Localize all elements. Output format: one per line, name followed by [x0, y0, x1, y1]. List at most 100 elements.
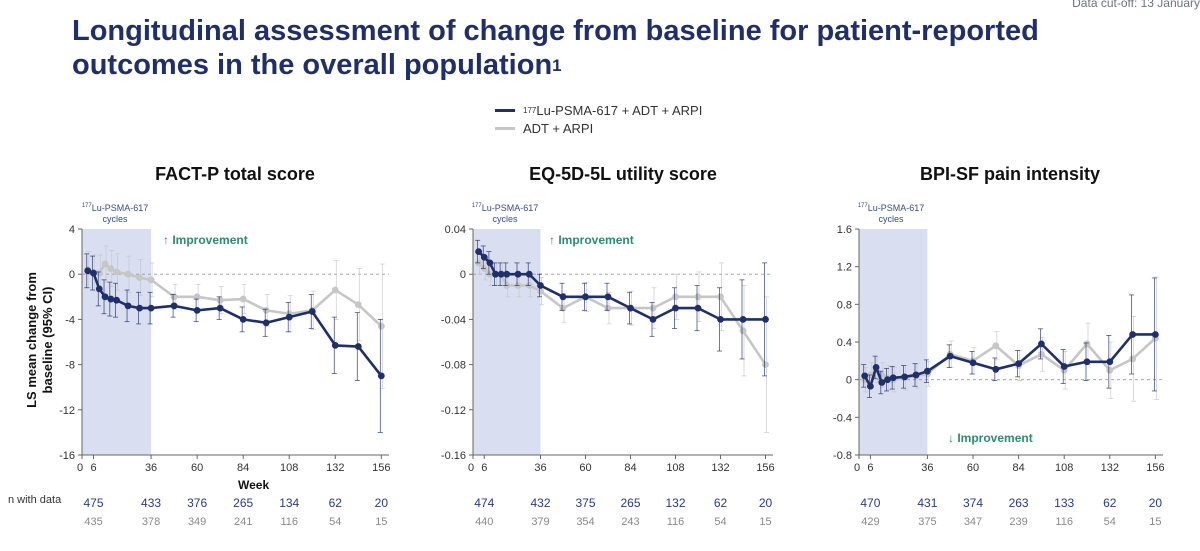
cycles-label-1: 177Lu-PSMA-617 cycles [460, 201, 550, 225]
data-point-0-1-6 [124, 270, 132, 278]
x-tick-label-1-0: 0 [468, 462, 474, 474]
x-tick-label-1-6: 132 [711, 462, 729, 474]
data-point-2-0-7 [912, 371, 920, 379]
data-point-1-0-0 [475, 248, 483, 256]
data-point-0-0-16 [331, 341, 339, 349]
x-tick-label-1-1: 6 [481, 462, 487, 474]
data-point-1-0-9 [559, 293, 567, 301]
x-tick-label-0-0: 0 [77, 462, 83, 474]
y-tick-label-2-0: 1.6 [837, 224, 852, 236]
data-point-1-1-17 [739, 327, 747, 335]
x-tick-label-2-3: 60 [967, 462, 979, 474]
x-tick-label-1-2: 36 [534, 462, 546, 474]
n-series1-1-3: 265 [620, 496, 640, 510]
n-series1-0-3: 265 [233, 496, 253, 510]
n-series1-2-2: 374 [963, 496, 983, 510]
cycles-label-line1-1: 177Lu-PSMA-617 [460, 201, 550, 214]
n-series1-2-1: 431 [917, 496, 937, 510]
cycles-label-line2-2: cycles [878, 214, 904, 224]
n-series2-0-0: 435 [84, 516, 102, 528]
data-point-2-0-2 [872, 364, 880, 371]
improvement-text-2: Improvement [957, 431, 1033, 445]
y-tick-label-0-2: -4 [65, 314, 75, 326]
n-series1-1-2: 375 [575, 496, 595, 510]
legend-series2-label: ADT + ARPI [523, 120, 594, 136]
x-tick-label-0-1: 6 [90, 462, 96, 474]
data-point-1-0-1 [480, 253, 488, 261]
panel-title-text-0: FACT-P total score [155, 164, 315, 184]
data-point-2-0-15 [1083, 358, 1091, 366]
n-series1-2-0: 470 [860, 496, 880, 510]
legend-swatch-series1 [495, 108, 515, 112]
x-tick-label-2-6: 132 [1101, 462, 1119, 474]
improvement-label-0: ↑ Improvement [163, 233, 248, 247]
data-point-0-0-14 [285, 313, 293, 321]
y-tick-label-1-4: -0.12 [441, 405, 466, 417]
data-point-0-0-11 [216, 304, 224, 312]
x-tick-label-1-7: 156 [756, 462, 774, 474]
n-series2-0-3: 241 [234, 516, 252, 528]
y-tick-label-1-1: 0 [460, 269, 466, 281]
cycles-shade-0 [82, 229, 152, 455]
data-point-2-0-5 [889, 374, 897, 382]
y-tick-label-2-4: 0 [846, 375, 852, 387]
cycles-label-line1-0: 177Lu-PSMA-617 [70, 201, 160, 214]
n-series1-2-5: 62 [1103, 496, 1117, 510]
data-point-1-1-11 [604, 304, 612, 312]
data-point-2-0-4 [884, 376, 891, 384]
title-reference: 1 [552, 56, 562, 75]
data-point-1-0-8 [537, 282, 544, 289]
x-tick-label-0-3: 60 [191, 462, 203, 474]
data-point-1-0-15 [694, 304, 702, 312]
y-tick-label-2-2: 0.8 [837, 299, 852, 311]
x-tick-label-2-2: 36 [921, 462, 933, 474]
cycles-label-0: 177Lu-PSMA-617 cycles [70, 201, 160, 225]
data-point-1-0-14 [672, 304, 679, 312]
n-series1-0-0: 475 [83, 496, 103, 510]
cycles-shade-2 [859, 229, 928, 455]
data-point-0-0-6 [124, 302, 132, 310]
data-point-0-0-2 [95, 285, 103, 293]
data-point-2-0-14 [1060, 363, 1068, 370]
n-series2-2-5: 54 [1104, 516, 1116, 528]
n-series2-0-1: 378 [142, 516, 160, 528]
panel-title-0: FACT-P total score [85, 164, 385, 185]
n-series2-2-6: 15 [1149, 516, 1161, 528]
data-point-2-0-1 [867, 382, 874, 390]
cycles-sup-0: 177 [81, 203, 92, 209]
n-series2-1-3: 243 [621, 516, 639, 528]
improvement-arrow-icon-0: ↑ [163, 233, 173, 247]
n-series1-1-6: 20 [759, 496, 773, 510]
n-series2-1-6: 15 [759, 516, 771, 528]
x-tick-label-0-4: 84 [237, 462, 249, 474]
data-point-1-0-10 [582, 293, 589, 301]
x-tick-label-2-5: 108 [1055, 462, 1073, 474]
data-point-0-1-18 [377, 322, 385, 330]
n-series1-1-1: 432 [530, 496, 550, 510]
y-tick-label-0-3: -8 [65, 360, 75, 372]
y-tick-label-2-1: 1.2 [837, 262, 852, 274]
legend-swatch-series2 [495, 126, 515, 130]
data-point-1-0-16 [717, 316, 724, 323]
data-point-0-1-2 [95, 269, 103, 277]
data-point-0-0-8 [147, 304, 155, 312]
n-series1-0-1: 433 [141, 496, 161, 510]
data-point-2-1-17 [1129, 355, 1136, 363]
x-tick-label-0-2: 36 [145, 462, 157, 474]
n-series1-0-4: 134 [279, 496, 299, 510]
page-title: Longitudinal assessment of change from b… [72, 14, 1182, 82]
legend: 177 Lu-PSMA-617 + ADT + ARPI ADT + ARPI [495, 101, 702, 137]
data-point-0-0-10 [193, 306, 201, 314]
n-series1-1-0: 474 [474, 496, 494, 510]
x-tick-label-2-0: 0 [854, 462, 860, 474]
data-point-0-0-18 [377, 372, 385, 380]
data-point-1-0-13 [649, 316, 657, 323]
n-with-data-label: n with data [8, 494, 62, 506]
data-point-1-0-12 [627, 304, 634, 312]
data-point-0-0-13 [262, 319, 270, 327]
data-point-0-1-13 [262, 306, 270, 314]
data-cutoff-note: Data cut-off: 13 January [1072, 0, 1200, 10]
y-tick-label-1-2: -0.04 [441, 314, 466, 326]
data-point-1-1-8 [537, 287, 544, 295]
